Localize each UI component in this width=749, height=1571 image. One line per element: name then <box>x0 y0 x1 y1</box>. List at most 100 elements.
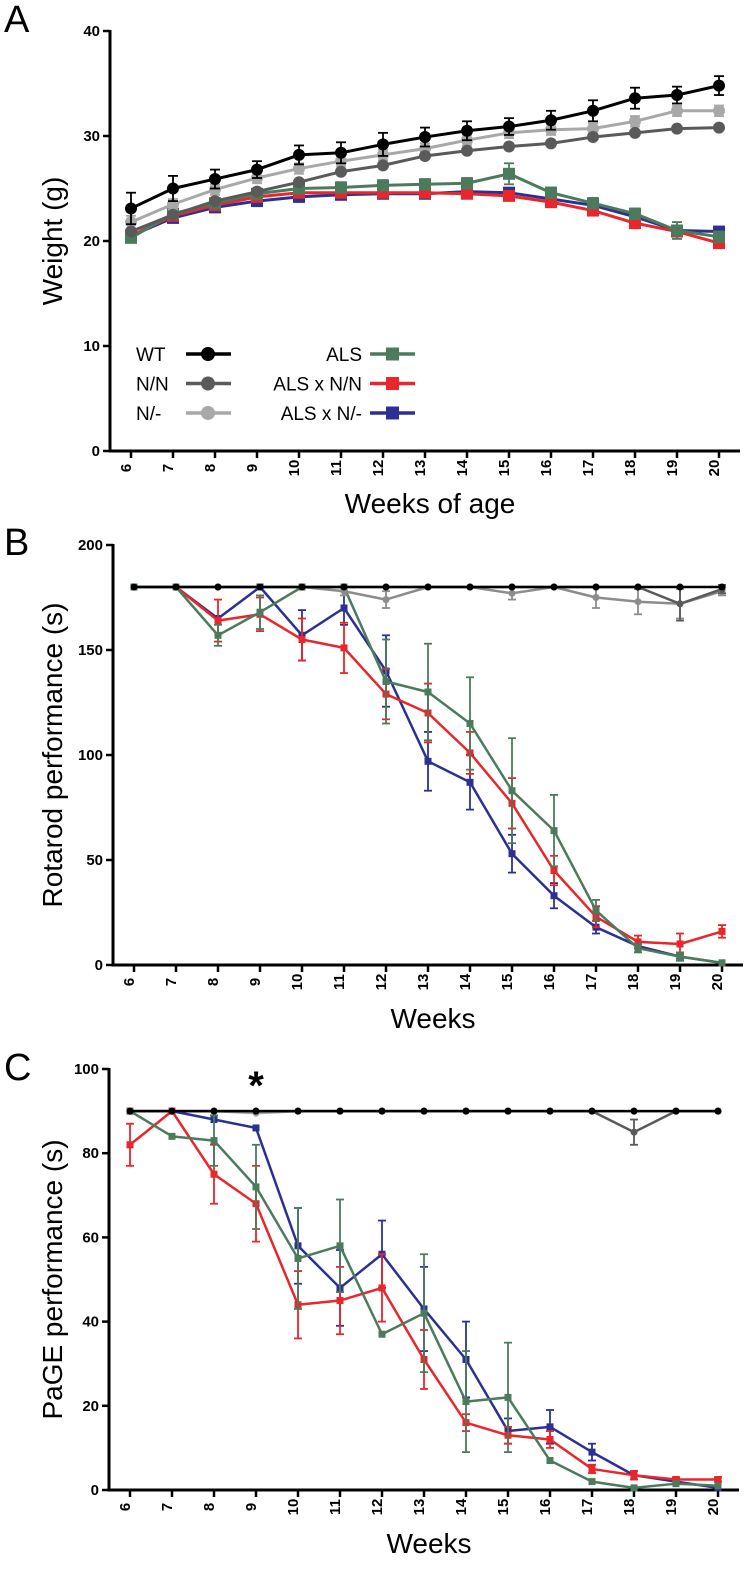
x-tick-label: 20 <box>706 460 723 477</box>
panel-letter: C <box>4 1047 31 1089</box>
x-tick-label: 8 <box>205 978 222 986</box>
marker <box>672 1107 680 1115</box>
legend-marker <box>386 347 399 361</box>
marker <box>545 137 557 150</box>
marker <box>294 1254 302 1262</box>
marker <box>424 757 432 765</box>
marker <box>419 149 431 162</box>
x-tick-label: 7 <box>159 1503 176 1511</box>
x-tick-label: 19 <box>664 460 681 477</box>
panel: B Rotarod performance (s) Weeks 0 50 100 150 20… <box>4 522 743 1034</box>
marker <box>210 1170 218 1178</box>
x-axis-title: Weeks <box>386 1528 471 1559</box>
marker <box>629 207 641 220</box>
y-tick-label: 100 <box>78 747 103 764</box>
panel: C PaGE performance (s) Weeks 0 20 40 60 80 100 6 7… <box>4 1047 739 1559</box>
marker <box>466 720 474 727</box>
marker <box>713 121 725 134</box>
x-tick-label: 13 <box>415 974 432 991</box>
marker <box>588 1478 596 1486</box>
x-tick-label: 9 <box>247 978 264 986</box>
marker <box>252 1183 260 1191</box>
marker <box>546 1435 554 1443</box>
marker <box>462 1398 470 1406</box>
x-tick-label: 10 <box>289 974 306 991</box>
marker <box>252 1107 260 1115</box>
marker <box>298 583 306 591</box>
marker <box>420 1309 428 1317</box>
y-tick-label: 0 <box>92 443 100 460</box>
series <box>125 121 725 238</box>
marker <box>629 92 641 105</box>
legend-label: N/- <box>136 404 161 425</box>
marker <box>210 1137 218 1145</box>
marker <box>256 583 264 591</box>
x-axis-title: Weeks of age <box>345 488 516 519</box>
marker <box>335 181 347 194</box>
x-tick-label: 16 <box>537 1499 554 1516</box>
annotation: * <box>248 1064 264 1108</box>
marker <box>294 1107 302 1115</box>
series <box>130 583 726 591</box>
marker <box>252 1124 260 1132</box>
y-tick-label: 40 <box>82 1314 99 1331</box>
marker <box>504 1107 512 1115</box>
marker <box>419 178 431 191</box>
marker <box>378 1284 386 1292</box>
marker <box>713 79 725 92</box>
x-tick-label: 16 <box>538 460 555 477</box>
marker <box>587 122 599 135</box>
marker <box>336 1297 344 1305</box>
marker <box>672 1475 680 1483</box>
marker <box>503 140 515 153</box>
marker <box>293 162 305 175</box>
series <box>125 75 725 226</box>
x-tick-label: 8 <box>202 464 219 472</box>
marker <box>424 688 432 696</box>
x-tick-label: 19 <box>663 1499 680 1516</box>
marker <box>630 1484 638 1492</box>
marker <box>508 583 516 591</box>
legend-marker <box>386 406 399 420</box>
marker <box>630 1471 638 1479</box>
marker <box>377 179 389 192</box>
x-tick-label: 14 <box>454 459 471 476</box>
marker <box>293 176 305 189</box>
legend-label: WT <box>136 345 166 366</box>
x-tick-label: 20 <box>709 974 726 991</box>
y-tick-label: 150 <box>78 642 103 659</box>
legend-marker <box>201 376 215 391</box>
marker <box>461 144 473 157</box>
marker <box>256 608 264 616</box>
y-tick-label: 80 <box>82 1145 99 1162</box>
marker <box>214 617 222 625</box>
y-tick-label: 200 <box>78 537 103 554</box>
x-tick-label: 6 <box>118 464 135 472</box>
marker <box>293 148 305 161</box>
marker <box>377 159 389 172</box>
legend-marker <box>201 406 215 420</box>
marker <box>382 596 390 604</box>
marker <box>462 1107 470 1115</box>
x-tick-label: 9 <box>244 464 261 472</box>
marker <box>546 1423 554 1431</box>
y-axis-title: Rotarod performance (s) <box>37 602 68 907</box>
marker <box>167 208 179 221</box>
marker <box>714 1107 722 1115</box>
y-tick-label: 0 <box>91 1482 99 1499</box>
legend-label: ALS <box>326 345 362 366</box>
y-tick-label: 0 <box>95 957 103 974</box>
panel-letter: B <box>4 522 29 564</box>
marker <box>382 583 390 591</box>
marker <box>545 186 557 199</box>
marker <box>629 126 641 139</box>
legend-label: N/N <box>136 375 169 396</box>
x-tick-label: 20 <box>705 1499 722 1516</box>
marker <box>420 1107 428 1115</box>
y-tick-label: 10 <box>83 338 100 355</box>
marker <box>588 1448 596 1456</box>
marker <box>461 187 473 200</box>
marker <box>671 224 683 237</box>
x-tick-label: 7 <box>160 464 177 472</box>
marker <box>630 1128 638 1136</box>
